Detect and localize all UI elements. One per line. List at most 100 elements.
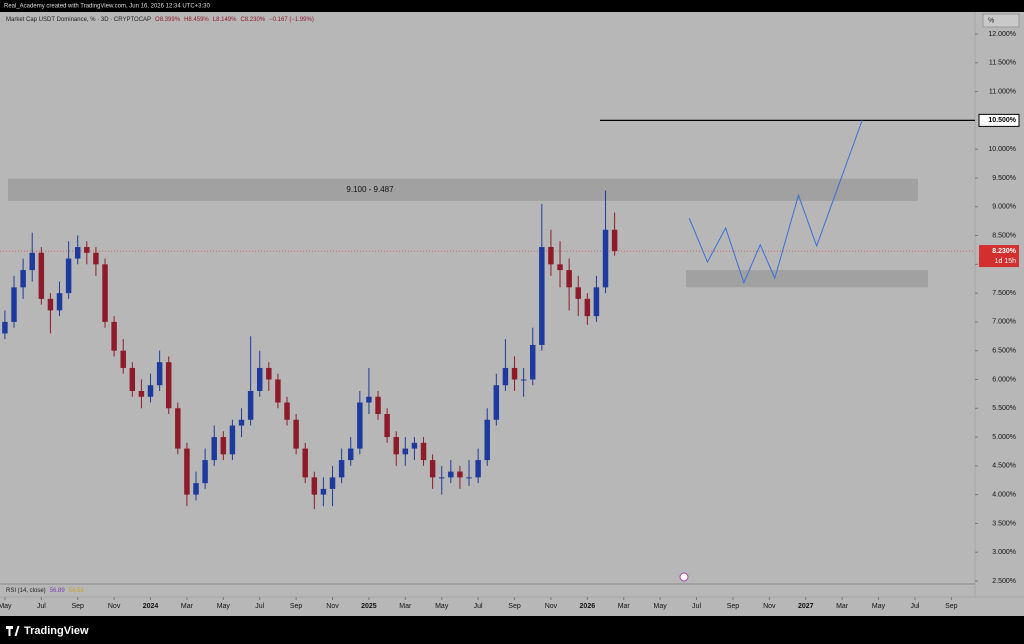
x-tick-label: May [435, 603, 449, 610]
y-tick-label: 9.000% [992, 204, 1016, 211]
candle-body [138, 390, 145, 397]
indicator-name: RSI (14, close) [6, 588, 46, 594]
candle-body [466, 477, 472, 479]
candle-body [539, 247, 545, 345]
x-tick-label: Jul [910, 603, 919, 610]
candle-body [384, 414, 390, 438]
x-tick-label: May [872, 603, 886, 610]
y-tick-label: 11.000% [989, 88, 1016, 95]
candle-body [311, 477, 318, 495]
candle-body [293, 419, 299, 449]
x-tick-label: Sep [945, 603, 958, 610]
candle-body [557, 264, 563, 271]
candle-body [29, 252, 35, 271]
candle-body [47, 298, 54, 311]
candle-body [129, 367, 136, 391]
candle-body [566, 270, 572, 288]
candle-body [329, 477, 336, 489]
candle-body [402, 448, 409, 455]
x-tick-label: 2026 [580, 603, 596, 610]
candle-body [256, 367, 263, 391]
y-tick-label: 3.000% [992, 549, 1016, 556]
candle-body [493, 385, 500, 420]
x-tick-label: Jul [692, 603, 701, 610]
event-icon[interactable] [679, 572, 689, 582]
candle-body [266, 367, 272, 380]
logo-text: TradingView [24, 625, 89, 637]
legend-title: Market Cap USDT Dominance, % · 3D · CRYP… [6, 17, 151, 23]
x-tick-label: Nov [545, 603, 558, 610]
candle-body [102, 264, 108, 322]
countdown-label: 1d 15h [995, 258, 1017, 265]
x-tick-label: Sep [71, 603, 84, 610]
candle-body [302, 448, 308, 478]
candle-body [448, 471, 454, 478]
chart-bg [0, 12, 1024, 616]
candle-body [175, 408, 181, 449]
x-tick-label: Mar [181, 603, 194, 610]
legend-ohlc: C8.230% [240, 17, 265, 23]
candle-body [475, 460, 481, 478]
candle-body [375, 396, 381, 415]
y-tick-label: 7.000% [992, 319, 1016, 326]
candle-body [357, 402, 363, 449]
candle-body [2, 321, 8, 334]
candle-body [247, 390, 254, 420]
indicator-value: 56.89 [50, 588, 66, 594]
candle-body [338, 460, 345, 478]
candle-body [347, 448, 354, 461]
candle-body [575, 287, 581, 299]
candle-body [429, 460, 436, 478]
x-tick-label: Nov [108, 603, 121, 610]
x-tick-label: 2025 [361, 603, 377, 610]
zone [8, 178, 918, 201]
unit-label: % [988, 17, 994, 24]
candle-body [11, 287, 17, 322]
zone [686, 270, 928, 288]
x-tick-label: Mar [836, 603, 849, 610]
y-tick-label: 6.500% [992, 348, 1016, 355]
unit-button[interactable] [982, 13, 1020, 28]
candle-body [484, 419, 490, 461]
y-tick-label: 10.000% [988, 146, 1016, 153]
indicator-value: 54.58 [69, 588, 85, 594]
indicator-legend: RSI (14, close) 56.89 54.58 [6, 588, 84, 594]
candle-body [229, 425, 236, 455]
candle-body [193, 483, 199, 495]
candle-body [120, 350, 126, 368]
x-tick-label: 2024 [143, 603, 159, 610]
last-price-label: 8.230% [992, 248, 1017, 255]
x-tick-label: May [0, 603, 12, 610]
candle-body [184, 448, 190, 495]
last-price-bg [979, 245, 1019, 268]
x-tick-label: Sep [290, 603, 303, 610]
candle-body [238, 419, 245, 426]
legend-ohlc: L8.149% [213, 17, 237, 23]
candle-body [220, 437, 227, 455]
candle-body [457, 471, 463, 478]
candle-body [93, 252, 99, 265]
candle-body [520, 379, 527, 381]
x-tick-label: Sep [727, 603, 740, 610]
x-tick-label: Nov [326, 603, 339, 610]
zone-label: 9.100 - 9.487 [346, 185, 394, 194]
x-tick-label: Mar [399, 603, 412, 610]
candle-body [65, 258, 72, 294]
candle-body [548, 247, 554, 265]
y-tick-label: 12.000% [988, 31, 1016, 38]
candle-body [611, 229, 618, 252]
hline-label-bg [978, 113, 1020, 127]
candle-body [393, 437, 399, 455]
x-tick-label: Jul [255, 603, 264, 610]
x-tick-label: May [654, 603, 668, 610]
legend-ohlc: −0.167 (−1.99%) [269, 17, 314, 23]
candle-body [420, 442, 427, 461]
x-tick-label: Jul [474, 603, 483, 610]
candle-body [211, 437, 217, 461]
candle-body [74, 247, 81, 259]
candle-body [165, 362, 172, 409]
y-tick-label: 9.500% [992, 175, 1016, 182]
x-tick-label: Jul [37, 603, 46, 610]
